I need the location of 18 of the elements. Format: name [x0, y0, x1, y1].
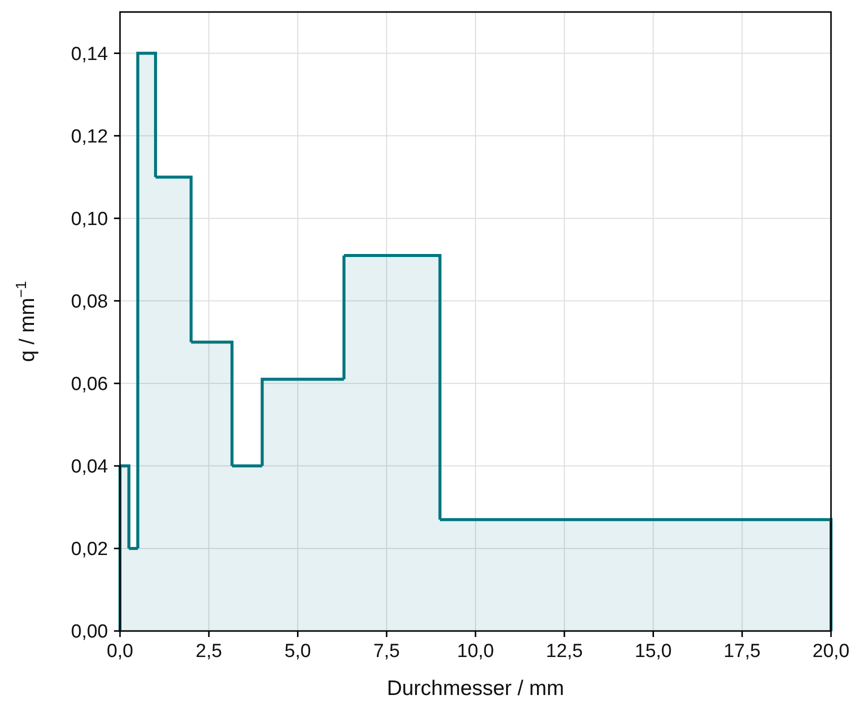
x-axis-title: Durchmesser / mm: [386, 677, 564, 700]
y-tick-label: 0,02: [71, 539, 108, 560]
x-tick-label: 7,5: [373, 641, 400, 662]
x-tick-label: 17,5: [724, 641, 761, 662]
y-tick-label: 0,12: [71, 126, 108, 148]
x-tick-label: 0,0: [106, 641, 134, 662]
y-tick-label: 0,04: [71, 456, 108, 478]
y-tick-label: 0,08: [71, 292, 108, 313]
y-tick-label: 0,14: [71, 44, 108, 65]
x-tick-label: 5,0: [284, 641, 311, 662]
x-tick-label: 20,0: [812, 641, 850, 662]
x-tick-label: 2,5: [196, 641, 222, 662]
y-tick-label: 0,10: [71, 208, 108, 230]
y-tick-label: 0,00: [71, 622, 108, 643]
x-tick-label: 15,0: [634, 641, 672, 662]
y-tick-label: 0,06: [71, 374, 108, 396]
x-tick-label: 10,0: [457, 641, 494, 662]
x-tick-label: 12,5: [546, 641, 583, 662]
